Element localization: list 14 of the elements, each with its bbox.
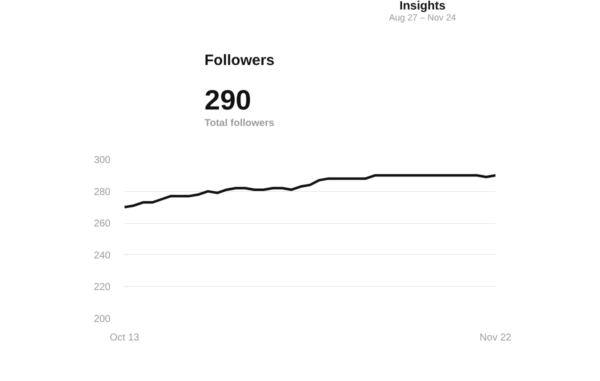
y-tick-label: 220 <box>94 282 111 294</box>
y-tick-label: 260 <box>94 218 111 230</box>
y-tick-label: 300 <box>94 155 111 166</box>
y-tick-label: 200 <box>94 314 111 325</box>
x-tick-label: Oct 13 <box>110 332 140 344</box>
line-series <box>124 174 496 208</box>
text: Followers <box>204 52 275 69</box>
text: 290 <box>204 84 252 116</box>
y-tick-label: 280 <box>94 186 111 198</box>
chart-subtitle: Aug 27 – Nov 24 <box>388 12 456 22</box>
chart-title: Insights <box>400 0 446 12</box>
text: Total followers <box>204 118 275 129</box>
x-tick-label: Nov 22 <box>480 332 512 344</box>
y-tick-label: 240 <box>94 250 111 262</box>
